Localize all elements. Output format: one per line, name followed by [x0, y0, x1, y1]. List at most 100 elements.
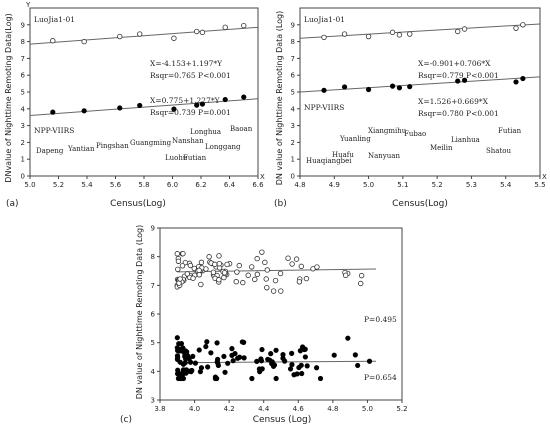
- panel-c-series-npp-point: [302, 354, 308, 360]
- panel-c-series-luojia-point: [278, 288, 284, 294]
- panel-c-series-npp-point: [180, 361, 187, 367]
- panel-c-series-npp-point: [229, 352, 235, 358]
- panel-c-series-luojia-point: [196, 267, 202, 274]
- panel-a-y-tick-label: 2: [21, 139, 25, 147]
- panel-a-x-tick-label: 6.4: [224, 181, 236, 189]
- panel-c-series-npp-point: [214, 359, 220, 365]
- panel-b-series-luojia-regression-line: [299, 23, 541, 39]
- panel-b-series-luojia-point: [513, 25, 519, 31]
- panel-a-x-tick-label: 5.2: [53, 181, 64, 189]
- panel-a-point-label: Longgang: [205, 143, 241, 151]
- panel-c-series-luojia-point: [224, 261, 230, 268]
- panel-a-series-npp-point: [222, 96, 228, 103]
- panel-b-series-npp-point: [513, 79, 519, 85]
- panel-c-series-luojia-point: [264, 267, 270, 273]
- panel-a-series-npp-point: [194, 102, 200, 108]
- panel-c-y-tick-label: 5: [151, 339, 155, 347]
- panel-c-x-tick-label: 5.2: [396, 405, 407, 413]
- panel-b-x-tick-label: 5.5: [534, 181, 545, 189]
- panel-c-luojia-p-value: P=0.495: [364, 315, 397, 324]
- panel-b-point-label: Yuanling: [339, 135, 371, 143]
- panel-b-y-tick-label: 1: [291, 156, 295, 164]
- panel-b-series-npp-point: [407, 84, 413, 90]
- panel-c-series-npp-point: [296, 364, 302, 371]
- panel-c-series-npp-point: [313, 365, 320, 371]
- panel-c-series-npp-regression-line: [177, 360, 377, 364]
- panel-c-series-luojia-point: [212, 261, 218, 268]
- panel-a-x-tick-label: 5.4: [81, 181, 93, 189]
- panel-a-point-label: Luohu: [165, 154, 188, 162]
- panel-c-y-tick-label: 7: [151, 282, 155, 290]
- panel-c-series-luojia-point: [190, 275, 196, 281]
- panel-b-y-tick-label: 9: [291, 21, 295, 29]
- panel-c-x-tick-label: 4.8: [327, 405, 338, 413]
- panel-c-series-npp-point: [355, 362, 361, 369]
- panel-b-y-tick-label: 3: [291, 122, 295, 130]
- panel-c-series-luojia-point: [289, 261, 295, 267]
- panel-a-y-tick-label: 6: [21, 72, 26, 80]
- panel-c-series-npp-point: [174, 353, 181, 359]
- panel-c-series-luojia-point: [358, 280, 364, 287]
- panel-c-series-npp-point: [299, 370, 305, 377]
- panel-c-series-npp-point: [192, 360, 199, 366]
- panel-c-series-npp-point: [175, 375, 182, 382]
- panel-c-series-luojia-point: [270, 288, 277, 294]
- panel-a-point-label: Guangming: [130, 139, 172, 147]
- panel-b-x-tick-label: 5.3: [466, 181, 477, 189]
- panel-c-series-npp-point: [317, 375, 324, 382]
- panel-b-series-luojia-point: [461, 26, 468, 32]
- panel-c-series-npp-point: [196, 347, 202, 353]
- panel-c-series-npp-point: [345, 335, 351, 341]
- panel-c-series-luojia-point: [210, 269, 217, 276]
- panel-c-x-tick-label: 4.6: [293, 405, 305, 413]
- panel-b-series-npp-point: [461, 77, 468, 83]
- panel-c-series-npp-point: [221, 353, 227, 360]
- panel-a-x-axis-title: Census(Log): [110, 199, 166, 209]
- panel-c-npp-p-value: P=0.654: [364, 373, 397, 382]
- panel-b-y-tick-label: 7: [291, 55, 295, 63]
- panel-b-series-luojia-point: [365, 33, 372, 40]
- panel-c-series-luojia-point: [196, 272, 203, 278]
- panel-c-series-luojia-point: [236, 262, 242, 269]
- panel-c-x-tick-label: 4.2: [224, 405, 235, 413]
- panel-b-series-npp-point: [396, 85, 403, 91]
- panel-b-series-npp-point: [341, 84, 348, 90]
- panel-a-npp-stats: Rsqr=0.739 P=0.001: [150, 108, 231, 117]
- panel-b-luojia-name: LuoJia1-01: [304, 15, 345, 24]
- panel-a-series-npp-point: [81, 108, 87, 114]
- panel-a-series-luojia-regression-line: [29, 26, 259, 45]
- panel-a-series-luojia-point: [81, 38, 87, 45]
- panel-c-series-luojia-point: [234, 269, 240, 275]
- panel-a-point-label: Nanshan: [172, 137, 204, 145]
- panel-a-x-tick-label: 6.2: [195, 181, 206, 189]
- panel-b-series-npp-point: [455, 78, 461, 84]
- panel-b-npp-equation: X=1.526+0.669*X: [418, 97, 489, 106]
- panel-c-series-npp-point: [287, 366, 294, 372]
- panel-c-series-luojia-point: [254, 255, 260, 262]
- panel-b-x-axis-title: Census(Log): [392, 199, 448, 209]
- panel-c-series-npp-point: [174, 335, 180, 341]
- panel-c-series-luojia-point: [177, 276, 183, 282]
- panel-c-series-npp-point: [241, 355, 247, 361]
- panel-b-npp-name: NPP-VIIRS: [304, 103, 344, 112]
- panel-a-series-luojia-point: [137, 31, 143, 37]
- panel-c-series-npp-point: [259, 366, 265, 372]
- panel-b-plot: 4.8 4.9 5.0 5.1 5.2 5.3 5.4 5.5 0 1 2 3 4 5 6 7 8 9 X LuoJi…: [291, 7, 547, 189]
- panel-c-y-tick-label: 3: [151, 397, 155, 405]
- panel-c-series-luojia-point: [179, 263, 186, 269]
- panel-a-y-tick-label: 3: [21, 122, 25, 130]
- panel-a-luojia-name: LuoJia1-01: [34, 15, 75, 24]
- panel-c-plot: 3.8 4.0 4.2 4.4 4.6 4.8 5.0 5.2 3 4 5 6 7 8 9 P=0.495 P=…: [151, 225, 408, 414]
- panel-b-series-luojia-point: [407, 31, 413, 37]
- panel-c-series-luojia-point: [187, 262, 194, 269]
- panel-c-series-npp-point: [304, 363, 310, 369]
- panel-a-series-npp-point: [241, 94, 247, 100]
- panel-a-series-npp-point: [50, 109, 56, 115]
- panel-b-series-luojia-point: [520, 22, 526, 28]
- panel-c-y-axis-title: DN value of Nighttime Remoting Data (Log…: [135, 225, 144, 399]
- panel-c-series-npp-point: [183, 367, 189, 373]
- panel-a-y-tick-label: 8: [21, 38, 25, 46]
- panel-c-series-luojia-point: [358, 272, 365, 279]
- panel-a-series-npp-regression-line: [29, 98, 259, 117]
- panel-a-series-npp-point: [171, 106, 177, 112]
